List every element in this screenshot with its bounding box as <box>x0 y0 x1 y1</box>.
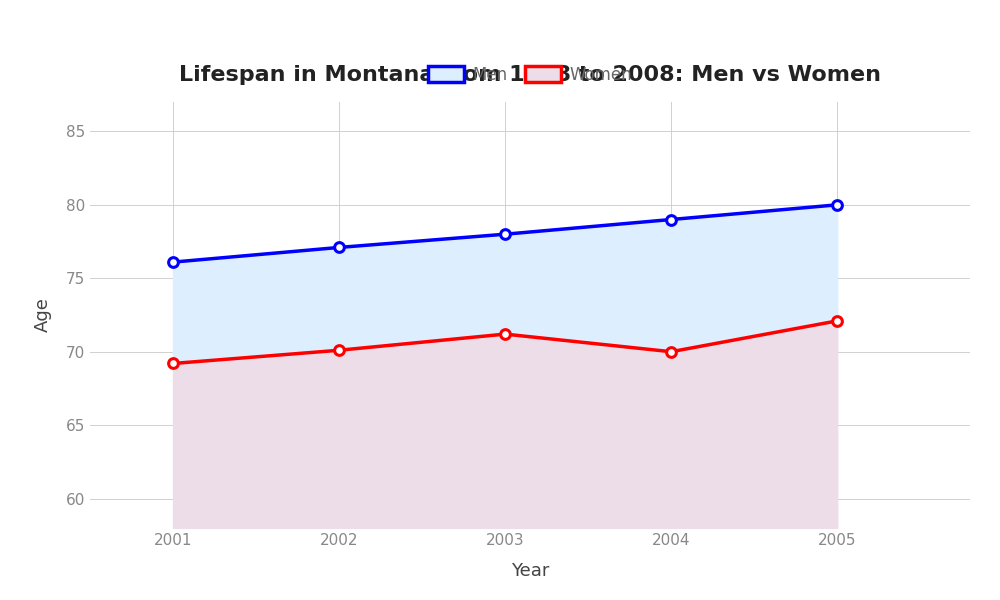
Y-axis label: Age: Age <box>34 298 52 332</box>
Legend: Men, Women: Men, Women <box>421 59 639 91</box>
X-axis label: Year: Year <box>511 562 549 580</box>
Title: Lifespan in Montana from 1978 to 2008: Men vs Women: Lifespan in Montana from 1978 to 2008: M… <box>179 65 881 85</box>
